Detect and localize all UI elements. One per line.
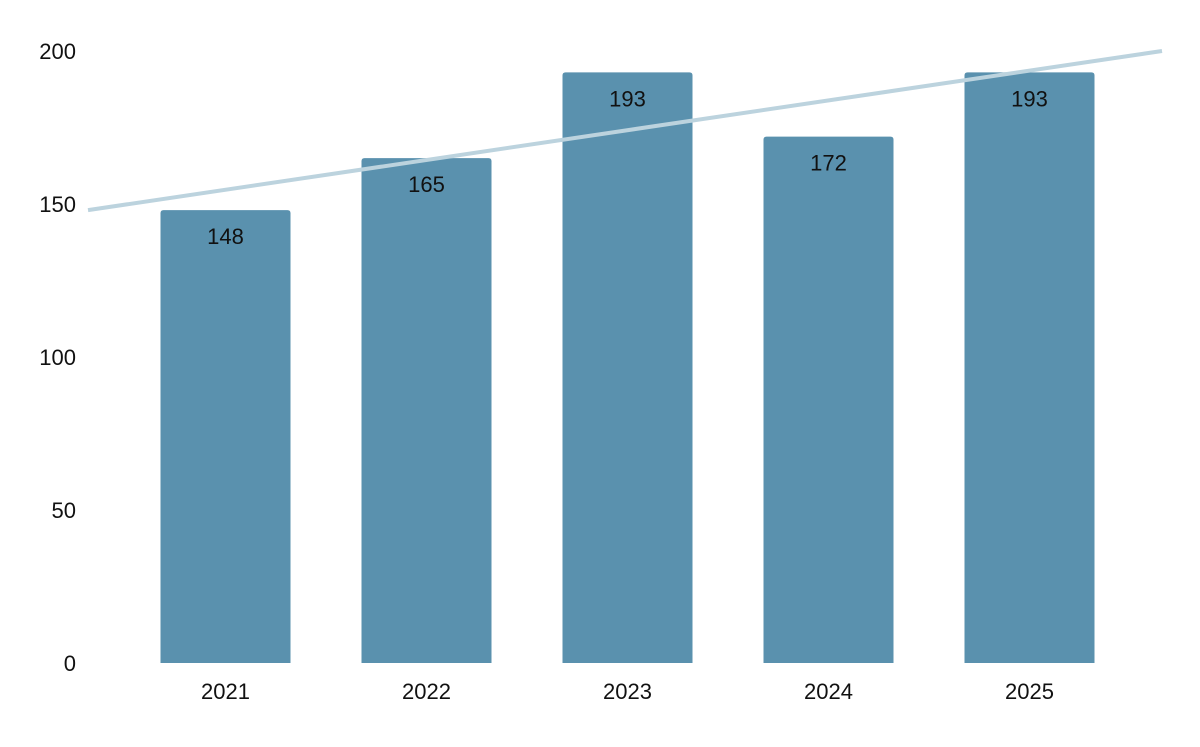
bar-value-label: 148	[207, 224, 244, 249]
bar-2021	[160, 210, 291, 663]
y-tick-label: 50	[52, 498, 76, 523]
bar-2023	[562, 72, 693, 664]
y-tick-label: 100	[39, 345, 76, 370]
bar-value-label: 193	[609, 86, 646, 111]
bar-value-label: 172	[810, 151, 847, 176]
trendline	[87, 49, 1163, 213]
bar-2025	[964, 72, 1095, 664]
y-tick-label: 150	[39, 192, 76, 217]
x-tick-label: 2023	[603, 679, 652, 704]
trendline-group	[87, 49, 1163, 213]
x-tick-label: 2024	[804, 679, 853, 704]
bars	[160, 72, 1095, 664]
x-axis: 2021 2022 2023 2024 2025	[201, 679, 1054, 704]
data-labels: 148 165 193 172 193	[207, 86, 1048, 249]
y-axis: 0 50 100 150 200	[39, 39, 76, 676]
x-tick-label: 2025	[1005, 679, 1054, 704]
x-tick-label: 2021	[201, 679, 250, 704]
y-tick-label: 0	[64, 651, 76, 676]
x-tick-label: 2022	[402, 679, 451, 704]
y-tick-label: 200	[39, 39, 76, 64]
bar-2024	[763, 136, 894, 663]
bar-2022	[361, 158, 492, 663]
bar-value-label: 165	[408, 172, 445, 197]
bar-value-label: 193	[1011, 86, 1048, 111]
